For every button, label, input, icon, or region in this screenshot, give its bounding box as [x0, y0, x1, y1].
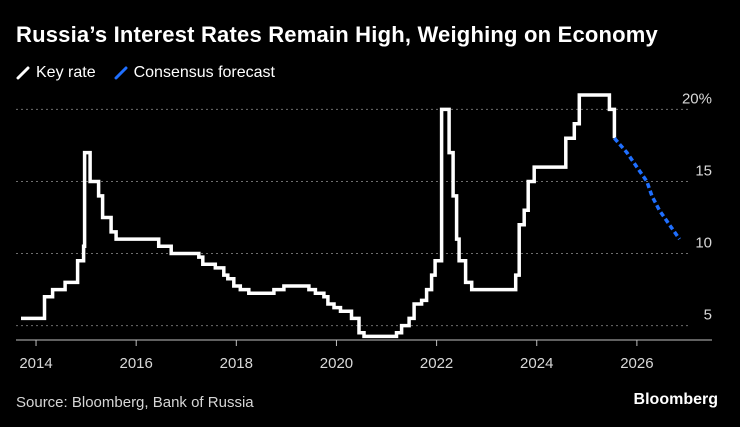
chart-legend: Key rate Consensus forecast	[16, 64, 285, 82]
grid-layer	[16, 108, 688, 327]
x-tick-label-2026: 2026	[620, 355, 653, 372]
y-tick-label-20: 20%	[682, 90, 712, 107]
x-tick-label-2014: 2014	[19, 355, 52, 372]
legend-label-forecast: Consensus forecast	[133, 64, 275, 81]
x-tick-label-2018: 2018	[220, 355, 253, 372]
x-tick-label-2022: 2022	[420, 355, 453, 372]
bloomberg-logo: Bloomberg	[633, 391, 718, 408]
axis-layer: 5 10 15 20% 2014 2016 2018 2020 2022 2024 2026	[16, 90, 712, 372]
x-tick-label-2024: 2024	[520, 355, 553, 372]
source-note: Source: Bloomberg, Bank of Russia	[16, 394, 254, 411]
legend-swatch-key-rate	[16, 66, 30, 80]
legend-item-forecast: Consensus forecast	[114, 64, 275, 82]
legend-item-key-rate: Key rate	[16, 64, 96, 82]
y-tick-label-15: 15	[695, 162, 712, 179]
series-key-rate-line	[21, 93, 617, 339]
series-layer	[21, 93, 681, 339]
legend-label-key-rate: Key rate	[36, 64, 96, 81]
legend-swatch-forecast	[114, 66, 128, 80]
y-tick-label-5: 5	[704, 307, 712, 324]
chart-title: Russia’s Interest Rates Remain High, Wei…	[16, 22, 658, 47]
y-tick-label-10: 10	[695, 235, 712, 252]
series-forecast-line	[613, 137, 681, 241]
x-tick-label-2016: 2016	[119, 355, 152, 372]
x-tick-label-2020: 2020	[320, 355, 353, 372]
